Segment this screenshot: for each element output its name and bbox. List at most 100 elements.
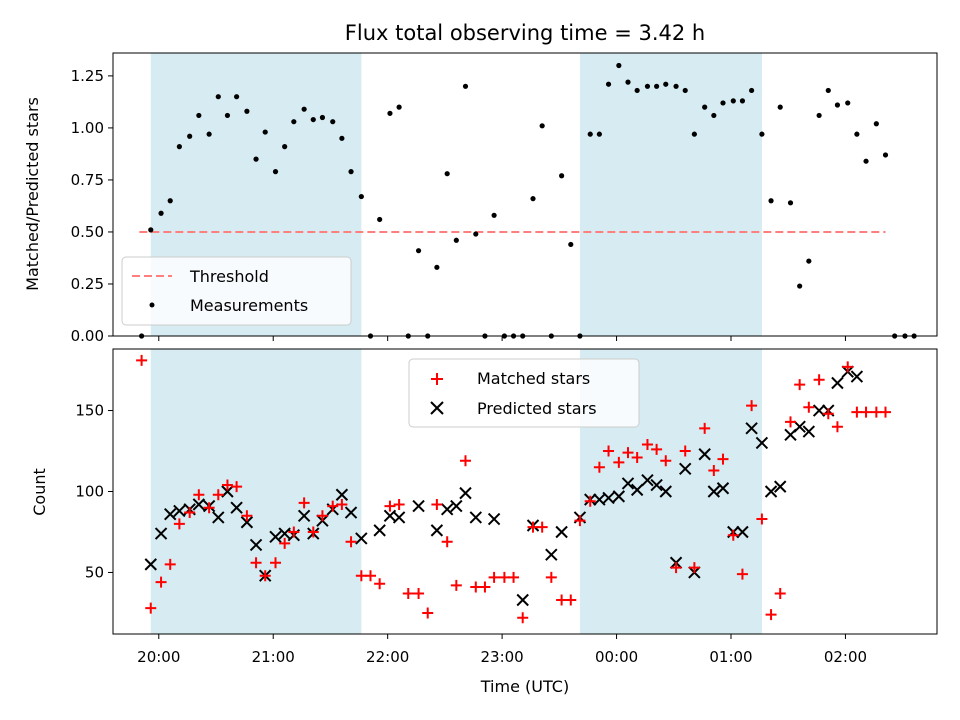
predicted-star-point	[793, 420, 806, 433]
measurement-point	[816, 112, 822, 119]
measurement-point	[739, 98, 746, 104]
threshold-legend-label: Threshold	[189, 267, 269, 286]
measurement-point	[605, 81, 612, 87]
measurement-point	[559, 173, 565, 179]
matched-star-point	[241, 510, 253, 522]
matched-star-point	[279, 537, 291, 549]
predicted-star-point	[430, 524, 444, 537]
predicted-star-point	[144, 558, 157, 571]
top-plot-frame	[112, 52, 938, 337]
measurement-point	[568, 241, 574, 248]
matched-star-point	[774, 588, 786, 600]
measurement-point	[234, 94, 240, 100]
predicted-star-point	[802, 425, 816, 438]
measurement-point	[663, 81, 669, 87]
measurement-point	[882, 152, 889, 158]
predicted-star-point	[240, 516, 254, 529]
measurement-point	[282, 144, 288, 150]
predicted-star-point	[602, 491, 615, 505]
matched-star-point	[565, 594, 577, 606]
bottom-legend: Matched stars Predicted stars	[408, 358, 640, 428]
predicted-star-point	[192, 498, 206, 511]
measurement-point	[348, 169, 354, 175]
matched-star-point	[212, 489, 224, 501]
matched-star-point	[327, 500, 339, 512]
measurement-point	[272, 169, 279, 175]
matched-star-point	[536, 521, 548, 533]
top-panel: Flux total observing time = 3.42 h 0.000…	[23, 21, 938, 345]
x-tick-label: 20:00	[137, 648, 180, 666]
predicted-star-point	[774, 480, 787, 493]
matched-star-point	[699, 422, 711, 434]
predicted-legend-label: Predicted stars	[477, 399, 597, 418]
measurement-point	[702, 104, 708, 110]
predicted-star-point	[487, 512, 501, 526]
measurement-point	[720, 100, 726, 106]
matched-star-point	[622, 447, 634, 459]
measurement-point	[768, 198, 774, 204]
predicted-star-point	[297, 509, 311, 522]
matched-star-point	[288, 526, 300, 538]
predicted-star-point	[755, 436, 769, 450]
predicted-star-point	[249, 538, 263, 552]
matched-star-point	[765, 609, 777, 621]
matched-star-point	[613, 456, 625, 468]
matched-star-point	[641, 439, 653, 451]
bottom-legend-box	[408, 358, 640, 428]
matched-star-point	[431, 498, 443, 510]
bottom-shaded-intervals	[150, 349, 762, 634]
matched-star-point	[298, 497, 310, 509]
matched-star-point	[574, 515, 586, 527]
measurement-point	[158, 210, 164, 216]
matched-star-point	[270, 557, 282, 569]
bottom-panel: 50 100 150 20:00 21:00 22:00 23:00 00:00 01:00 0…	[30, 348, 938, 696]
measurement-point	[711, 112, 717, 119]
measurement-point	[873, 121, 879, 127]
predicted-star-point	[164, 507, 177, 521]
predicted-star-point	[450, 499, 463, 513]
predicted-star-point	[659, 485, 672, 498]
measurement-point	[777, 104, 783, 110]
measurement-point	[691, 131, 697, 137]
matched-star-point	[860, 406, 872, 418]
matched-star-point	[336, 498, 348, 510]
measurement-point	[587, 131, 593, 137]
measurement-point	[176, 144, 182, 150]
matched-star-point	[822, 408, 834, 420]
measurement-point	[377, 216, 383, 223]
matched-star-point	[450, 579, 462, 591]
measurement-point	[224, 112, 231, 119]
measurement-point	[806, 258, 812, 264]
measurements-legend-label: Measurements	[190, 296, 308, 315]
predicted-star-point	[392, 511, 406, 524]
matched-star-point	[384, 500, 396, 512]
measurement-point	[759, 131, 765, 137]
measurement-point	[206, 131, 212, 137]
matched-star-point	[374, 578, 386, 590]
measurement-point	[215, 94, 221, 100]
bottom-y-ticks: 50 100 150	[75, 402, 113, 581]
bottom-y-tick-label: 100	[75, 483, 104, 501]
measurement-point	[530, 196, 536, 202]
measurement-point	[673, 83, 679, 89]
top-y-tick-label: 0.75	[71, 171, 104, 189]
predicted-star-point	[230, 501, 243, 514]
predicted-star-point	[516, 593, 529, 607]
predicted-star-point	[621, 477, 635, 490]
matched-star-point	[651, 443, 663, 455]
matched-star-point	[441, 536, 453, 548]
measurement-point	[244, 108, 250, 114]
top-legend: Threshold Measurements	[121, 256, 352, 326]
matched-star-point	[813, 374, 825, 386]
top-y-tick-label: 1.00	[71, 119, 104, 137]
top-y-tick-label: 1.25	[71, 67, 104, 85]
matched-star-point	[259, 570, 271, 582]
measurement-point	[330, 119, 336, 125]
predicted-star-point	[555, 525, 568, 539]
matched-star-point	[584, 495, 596, 507]
matched-star-point	[422, 607, 434, 619]
matched-star-point	[164, 558, 176, 570]
predicted-star-point	[679, 462, 692, 476]
matched-legend-label: Matched stars	[477, 369, 590, 388]
